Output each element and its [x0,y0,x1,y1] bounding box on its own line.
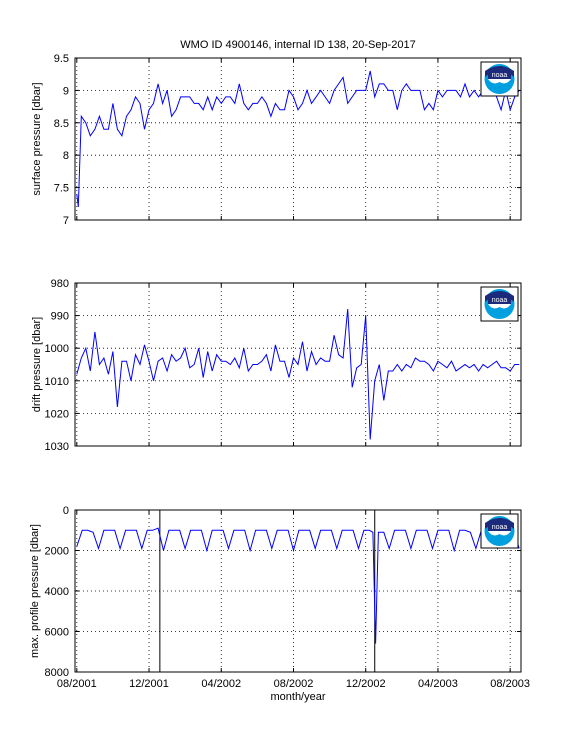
max-profile-pressure-panel: 0 2000 4000 6000 8000 max. profile pressure [… [29,505,530,690]
x-axis-label: month/year [270,691,325,703]
x-tick-label: 08/2002 [274,678,314,690]
y-tick-label: 990 [51,311,69,323]
y-tick-label: 1000 [45,343,69,355]
y-tick-label: 4000 [45,586,69,598]
noaa-logo: noaa [480,286,519,322]
logo-top [485,291,514,302]
y-tick-label: 8.5 [54,118,69,130]
x-tick-label: 12/2002 [346,678,386,690]
y-tick-label: 2000 [45,546,69,558]
logo-text: noaa [492,72,508,79]
series-line [76,309,520,440]
x-tick-label: 08/2001 [57,678,97,690]
noaa-logo: noaa [480,513,519,549]
x-tick-label: 04/2003 [418,678,458,690]
surface-pressure-panel: 7 7.5 8 8.5 9 9.5 surface pressure [dbar] noaa [31,53,522,227]
noaa-logo: noaa [480,61,519,97]
x-tick-label: 12/2001 [129,678,169,690]
x-tick-label: 08/2003 [490,678,530,690]
y-tick-label: 9.5 [54,53,69,65]
series-line [76,527,520,644]
y-tick-label: 8 [63,150,69,162]
y-tick-label: 6000 [45,627,69,639]
y-tick-label: 9 [63,85,69,97]
logo-band [488,522,511,531]
logo-band [488,70,511,79]
y-tick-label: 7 [63,215,69,227]
logo-text: noaa [492,297,508,304]
y-tick-label: 980 [51,278,69,290]
logo-top [485,66,514,77]
y-axis-label: surface pressure [dbar] [31,82,43,195]
logo-band [488,295,511,304]
y-tick-label: 1030 [45,441,69,453]
y-tick-label: 8000 [45,667,69,679]
y-tick-label: 1020 [45,408,69,420]
plot-frame [74,282,522,447]
chart-title: WMO ID 4900146, internal ID 138, 20-Sep-… [180,39,415,51]
y-axis-label: max. profile pressure [dbar] [29,524,41,658]
series-line [76,70,520,208]
x-tick-label: 04/2002 [201,678,241,690]
drift-pressure-panel: 980 990 1000 1010 1020 1030 drift pressure [db… [31,278,522,453]
plot-frame [74,57,522,221]
y-tick-label: 1010 [45,376,69,388]
logo-top [485,518,514,529]
y-tick-label: 7.5 [54,183,69,195]
y-tick-label: 0 [63,505,69,517]
y-axis-label: drift pressure [dbar] [31,317,43,412]
logo-text: noaa [492,524,508,531]
